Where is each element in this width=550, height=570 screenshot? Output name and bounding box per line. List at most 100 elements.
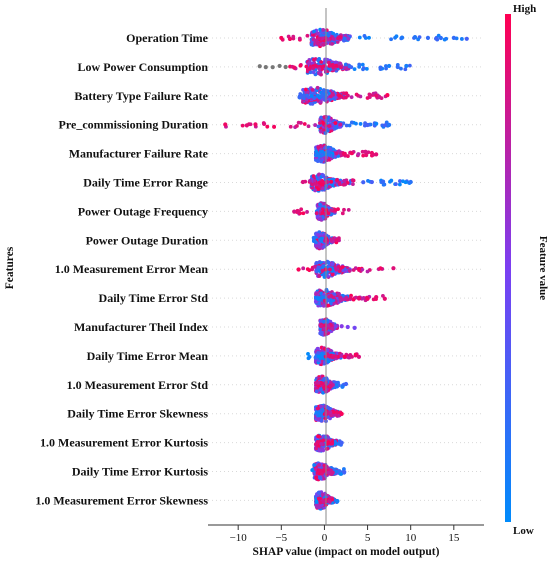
shap-point-high	[320, 381, 325, 386]
shap-point	[327, 97, 332, 102]
shap-point	[314, 446, 319, 451]
colorbar: High Low Feature value	[505, 3, 549, 537]
shap-point-high	[381, 293, 385, 298]
shap-point-high	[321, 438, 326, 443]
feature-label: Daily Time Error Mean	[87, 349, 209, 363]
outlier-point-high	[223, 122, 228, 127]
shap-point	[317, 463, 321, 467]
shap-point-high	[329, 179, 334, 184]
shap-point	[333, 60, 338, 65]
shap-point	[312, 29, 316, 34]
shap-point-high	[310, 267, 315, 272]
shap-point	[322, 115, 327, 120]
shap-point	[330, 262, 335, 266]
shap-point	[314, 243, 319, 248]
shap-point	[323, 156, 328, 161]
shap-point-low	[381, 182, 386, 187]
shap-point	[328, 319, 333, 324]
shap-point-high	[240, 123, 245, 128]
shap-point-high	[339, 65, 343, 70]
shap-point-high	[307, 67, 312, 71]
outlier-point-low	[387, 63, 392, 69]
shap-point-high	[337, 269, 342, 274]
shap-point	[322, 377, 327, 381]
feature-label: Power Outage Frequency	[78, 204, 208, 218]
outlier-point-low	[342, 469, 347, 475]
shap-point	[319, 99, 323, 104]
shap-point-high	[330, 441, 335, 446]
shap-point-low	[327, 152, 331, 157]
shap-point	[343, 65, 348, 70]
shap-point-high	[353, 266, 358, 271]
x-axis-title: SHAP value (impact on model output)	[253, 546, 440, 558]
shap-point-high	[334, 409, 339, 414]
shap-point-low	[364, 66, 369, 71]
shap-point	[321, 127, 326, 132]
shap-point	[321, 303, 326, 308]
shap-point-low	[384, 64, 388, 68]
shap-point-high	[313, 63, 318, 68]
shap-point-low	[317, 412, 322, 416]
shap-point-high	[308, 179, 312, 183]
shap-point	[314, 503, 319, 508]
missing-value-point	[277, 63, 282, 69]
shap-point-high	[330, 470, 335, 475]
outlier-point-mid	[352, 325, 357, 330]
shap-point-low	[306, 356, 311, 361]
shap-point-high	[320, 120, 325, 125]
outlier-point-high	[365, 296, 370, 301]
colorbar-gradient	[505, 14, 511, 522]
shap-point-high	[311, 37, 316, 42]
shap-point-high	[328, 267, 332, 272]
y-axis-title: Features	[4, 246, 16, 289]
shap-point-high	[316, 381, 321, 385]
shap-point-high	[337, 93, 342, 98]
shap-point	[319, 404, 323, 409]
shap-point	[316, 416, 321, 421]
outlier-point-high	[356, 296, 362, 301]
missing-value-point	[270, 65, 275, 70]
shap-point-low	[349, 120, 354, 125]
shap-point-low	[352, 67, 357, 71]
outlier-point-high	[356, 354, 362, 359]
shap-point	[321, 173, 326, 178]
shap-point-high	[301, 266, 306, 271]
shap-point-low	[347, 64, 352, 69]
shap-point-low	[360, 62, 365, 67]
outlier-point-low	[412, 35, 418, 40]
shap-point-high	[320, 182, 324, 187]
outlier-point-mid	[345, 324, 350, 330]
colorbar-high-label: High	[513, 3, 536, 15]
shap-point-high	[364, 153, 369, 158]
shap-point-high	[331, 37, 336, 41]
outlier-point-high	[279, 35, 284, 41]
shap-point-high	[272, 125, 276, 129]
shap-point-low	[357, 65, 362, 69]
shap-point	[315, 406, 320, 411]
shap-point-high	[344, 95, 348, 100]
shap-point-high	[321, 499, 326, 504]
shap-point-low	[325, 149, 330, 154]
shap-point	[321, 448, 326, 453]
shap-point-low	[328, 67, 333, 72]
shap-point	[321, 476, 326, 481]
shap-point-low	[398, 179, 402, 183]
shap-point-low	[319, 94, 323, 99]
shap-point-high	[326, 211, 331, 216]
shap-point-high	[310, 182, 314, 187]
shap-point-high	[334, 63, 339, 68]
shap-point-low	[403, 180, 408, 185]
shap-point-high	[342, 178, 347, 183]
shap-point	[317, 274, 322, 278]
shap-point-high	[353, 352, 358, 357]
shap-point	[325, 128, 330, 133]
shap-point	[315, 42, 320, 46]
shap-point	[333, 126, 338, 131]
shap-point-low	[316, 296, 321, 301]
shap-point	[337, 291, 341, 296]
shap-point-high	[347, 268, 352, 273]
shap-point-low	[316, 124, 321, 129]
shap-point	[310, 185, 315, 190]
outlier-point-high	[261, 121, 267, 126]
shap-point-low	[397, 182, 402, 187]
